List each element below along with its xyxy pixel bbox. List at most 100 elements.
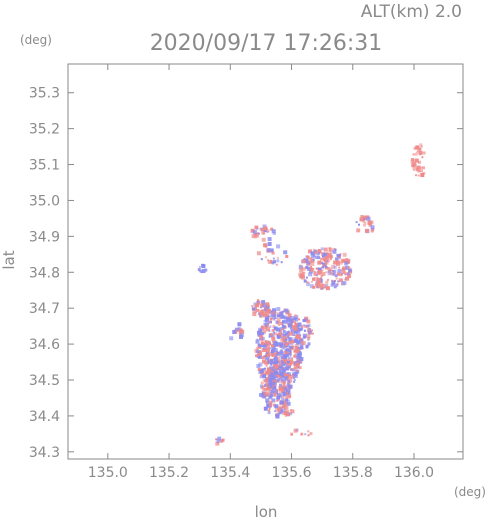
data-point <box>300 433 303 436</box>
data-point <box>282 310 285 313</box>
data-point <box>259 335 264 340</box>
data-point <box>259 315 262 318</box>
data-point <box>333 260 338 265</box>
data-point <box>282 413 285 416</box>
data-point <box>322 283 325 286</box>
data-point <box>277 333 282 337</box>
data-point <box>368 220 373 225</box>
data-point <box>257 343 262 348</box>
data-point <box>298 318 300 321</box>
data-point <box>281 389 285 393</box>
data-point <box>306 255 308 258</box>
data-point <box>276 256 279 259</box>
data-point <box>311 329 313 332</box>
x-tick-label: 135.6 <box>271 465 311 481</box>
data-point <box>299 268 304 273</box>
data-point <box>320 276 323 279</box>
data-point <box>286 317 291 322</box>
data-point <box>297 329 300 333</box>
data-point <box>293 354 297 358</box>
data-point <box>275 263 278 266</box>
data-point <box>262 232 265 235</box>
data-point <box>286 392 289 395</box>
data-point <box>265 311 269 316</box>
data-point <box>262 374 267 379</box>
data-point <box>286 412 291 417</box>
data-point <box>305 266 309 270</box>
data-point <box>305 324 308 327</box>
y-tick-label: 34.3 <box>29 445 60 461</box>
data-point <box>327 267 332 272</box>
x-unit-label: (deg) <box>454 485 486 499</box>
data-point <box>265 370 270 375</box>
data-point <box>322 284 327 289</box>
data-point <box>215 441 220 446</box>
data-point <box>309 284 314 289</box>
data-point <box>294 375 298 379</box>
data-point <box>252 312 257 317</box>
data-point <box>277 399 280 401</box>
data-point <box>270 371 273 374</box>
data-point <box>265 383 268 386</box>
data-point <box>260 228 264 232</box>
data-point <box>271 353 276 357</box>
data-point <box>319 261 322 264</box>
data-point <box>287 353 290 356</box>
data-point <box>281 409 286 413</box>
data-point <box>274 344 277 347</box>
data-point <box>335 283 339 287</box>
data-point <box>339 253 342 255</box>
data-point <box>285 333 288 336</box>
data-point <box>268 400 273 405</box>
data-point <box>335 257 338 261</box>
data-point <box>416 151 419 154</box>
data-point <box>256 350 260 354</box>
data-point <box>358 223 360 226</box>
x-tick-label: 135.0 <box>88 465 128 481</box>
data-point <box>279 376 284 381</box>
data-point <box>267 369 272 374</box>
data-point <box>414 158 419 163</box>
data-point <box>273 360 278 365</box>
data-point <box>306 255 310 259</box>
data-point <box>320 287 322 290</box>
data-point <box>270 347 272 350</box>
data-point <box>268 407 271 410</box>
data-point <box>257 368 261 372</box>
data-point <box>304 433 307 436</box>
data-point <box>272 329 275 331</box>
data-point <box>279 366 283 370</box>
data-point <box>283 364 285 367</box>
data-point <box>264 355 267 358</box>
data-point <box>321 262 324 265</box>
data-point <box>269 325 272 328</box>
data-point <box>287 313 292 318</box>
data-point <box>283 326 286 329</box>
data-point <box>308 328 311 330</box>
data-point <box>292 333 296 336</box>
data-point <box>262 303 267 308</box>
data-point <box>284 405 289 410</box>
data-point <box>283 372 286 375</box>
data-point <box>217 436 222 441</box>
data-point <box>273 260 276 264</box>
data-point <box>264 256 267 259</box>
data-point <box>335 277 338 280</box>
y-tick-label: 34.9 <box>29 229 60 245</box>
data-point <box>237 322 242 327</box>
data-point <box>307 266 312 271</box>
data-point <box>422 166 425 170</box>
data-point <box>276 356 280 360</box>
data-point <box>256 308 260 312</box>
data-point <box>420 145 423 148</box>
data-point <box>310 258 315 263</box>
data-point <box>292 368 296 372</box>
data-point <box>257 345 260 348</box>
data-point <box>265 325 268 328</box>
data-point <box>293 380 296 383</box>
data-point <box>267 372 271 376</box>
data-point <box>309 265 312 268</box>
data-point <box>415 145 420 150</box>
data-point <box>268 372 273 377</box>
data-point <box>330 283 334 287</box>
